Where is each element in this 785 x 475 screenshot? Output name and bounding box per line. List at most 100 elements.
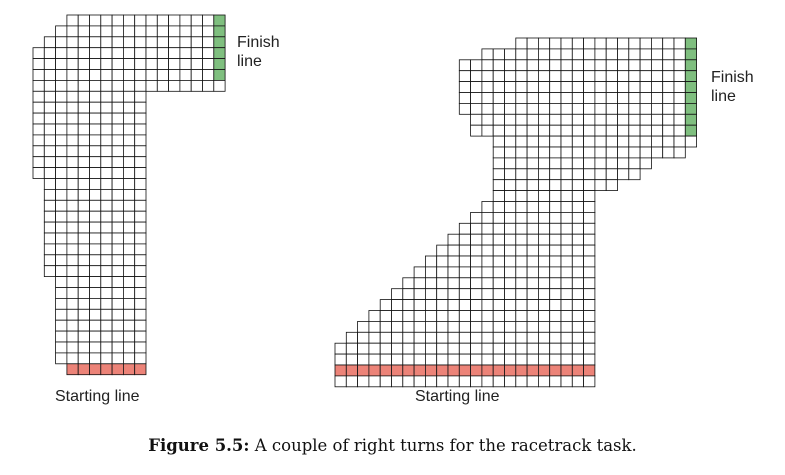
track-cell: [594, 81, 607, 93]
track-cell: [526, 37, 539, 50]
track-cell: [43, 167, 56, 179]
track-cell: [492, 135, 505, 148]
track-cell: [560, 103, 573, 115]
track-cell: [560, 375, 573, 388]
track-cell: [100, 134, 113, 147]
track-cell: [43, 199, 56, 212]
track-cell: [504, 375, 517, 388]
track-cell: [111, 47, 124, 60]
track-cell: [424, 288, 438, 301]
track-cell: [583, 255, 596, 268]
track-cell: [605, 92, 618, 104]
track-cell: [583, 244, 596, 257]
track-cell: [549, 135, 562, 148]
track-cell: [100, 69, 113, 81]
track-cell: [504, 92, 517, 104]
track-cell: [123, 178, 136, 190]
track-cell: [560, 233, 573, 246]
track-cell: [617, 135, 630, 148]
track-cell: [470, 299, 483, 311]
track-cell: [538, 222, 551, 235]
track-cell: [560, 37, 573, 50]
track-cell: [156, 58, 170, 70]
track-cell: [458, 266, 471, 279]
track-cell: [66, 36, 79, 49]
track-cell: [100, 308, 113, 321]
track-cell: [470, 277, 483, 290]
track-cell: [617, 157, 630, 170]
track-cell: [77, 341, 90, 354]
track-cell: [639, 59, 652, 72]
track-cell: [424, 266, 438, 279]
track-cell: [560, 179, 573, 191]
track-cell: [123, 319, 136, 332]
track-cell: [168, 25, 181, 38]
track-cell: [111, 101, 124, 114]
track-cell: [458, 92, 471, 104]
track-cell: [526, 266, 539, 279]
track-cell: [66, 69, 79, 81]
track-cell: [100, 101, 113, 114]
track-cell: [100, 112, 113, 125]
track-cell: [134, 25, 147, 38]
track-cell: [515, 59, 528, 72]
track-cell: [470, 255, 483, 268]
track-cell: [202, 36, 215, 49]
track-cell: [134, 210, 147, 223]
track-cell: [639, 70, 652, 82]
track-cell: [571, 255, 584, 268]
track-cell: [100, 58, 113, 70]
track-cell: [538, 288, 551, 301]
track-cell: [571, 157, 584, 170]
track-cell: [134, 221, 147, 234]
track-cell: [156, 69, 170, 81]
track-cell: [526, 146, 539, 159]
track-cell: [458, 299, 471, 311]
track-cell: [470, 353, 483, 366]
track-cell: [66, 178, 79, 190]
track-cell: [100, 25, 113, 38]
track-cell: [123, 265, 136, 278]
track-cell: [66, 90, 79, 103]
track-cell: [617, 146, 630, 159]
track-cell: [391, 375, 404, 388]
track-cell: [89, 178, 102, 190]
track-cell: [481, 299, 494, 311]
track-cell: [202, 25, 215, 38]
track-cell: [32, 69, 45, 81]
track-cell: [32, 167, 45, 179]
track-cell: [515, 124, 528, 137]
track-cell: [538, 59, 551, 72]
track-cell: [100, 232, 113, 245]
track-cell: [481, 124, 494, 137]
track-cell: [156, 47, 170, 60]
track-cell: [571, 146, 584, 159]
track-cell: [134, 101, 147, 114]
track-cell: [368, 310, 381, 322]
track-cell: [413, 277, 426, 290]
track-cell: [504, 288, 517, 301]
track-cell: [515, 331, 528, 344]
track-cell: [538, 179, 551, 191]
track-cell: [134, 232, 147, 245]
track-cell: [123, 101, 136, 114]
track-cell: [111, 341, 124, 354]
track-cell: [190, 14, 203, 27]
track-cell: [55, 308, 68, 321]
track-cell: [492, 92, 505, 104]
track-cell: [470, 310, 483, 322]
track-cell: [89, 341, 102, 354]
track-cell: [605, 81, 618, 93]
track-cell: [447, 255, 460, 268]
track-cell: [402, 320, 415, 333]
track-cell: [77, 210, 90, 223]
track-cell: [526, 233, 539, 246]
track-cell: [662, 37, 675, 50]
track-cell: [77, 69, 90, 81]
track-cell: [673, 70, 686, 82]
track-cell: [379, 310, 392, 322]
track-cell: [123, 243, 136, 256]
track-cell: [673, 59, 686, 72]
track-cell: [368, 331, 381, 344]
track-cell: [639, 81, 652, 93]
